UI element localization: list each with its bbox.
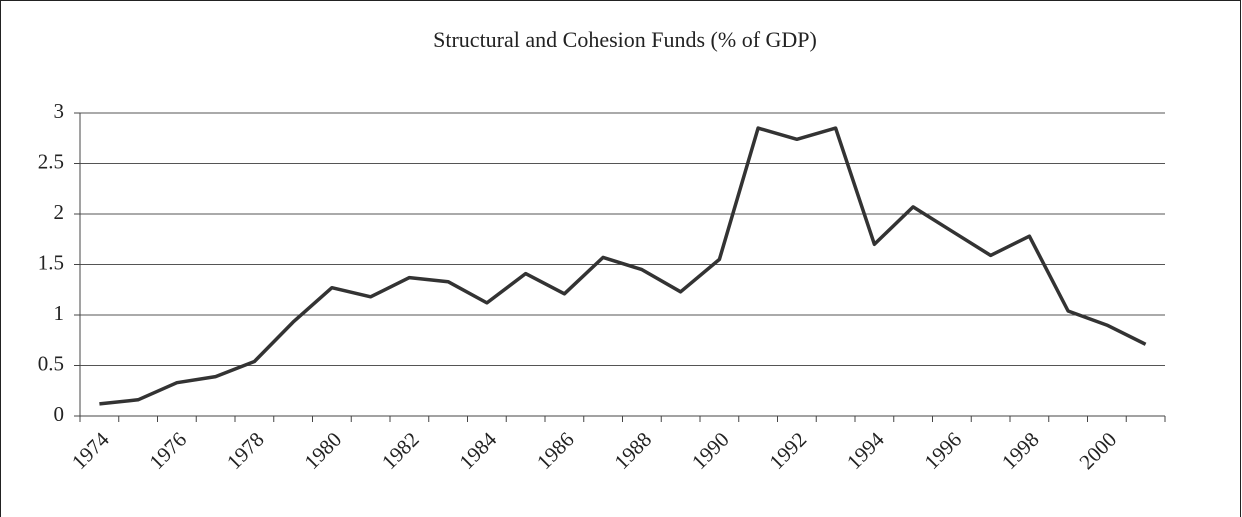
x-tick-label: 1990 (687, 427, 734, 474)
x-tick-label: 1974 (67, 427, 114, 474)
x-tick-label: 1998 (997, 427, 1044, 474)
y-tick-label: 2 (54, 200, 65, 224)
x-tick-label: 1980 (299, 427, 346, 474)
x-tick-label: 1992 (764, 427, 811, 474)
y-tick-label: 1.5 (38, 250, 64, 274)
x-tick-label: 1984 (454, 427, 501, 474)
x-tick-label: 1986 (532, 427, 579, 474)
x-tick-label: 1982 (377, 427, 424, 474)
data-line (99, 126, 1147, 406)
x-tick-label: 1996 (919, 427, 966, 474)
x-tick-label: 1994 (842, 427, 889, 474)
x-tick-label: 1976 (144, 427, 191, 474)
y-tick-label: 3 (54, 99, 65, 123)
chart-title: Structural and Cohesion Funds (% of GDP) (433, 27, 817, 52)
y-tick-label: 0 (54, 402, 65, 426)
y-tick-label: 1 (54, 301, 65, 325)
x-tick-label: 1988 (609, 427, 656, 474)
y-tick-label: 2.5 (38, 149, 64, 173)
x-tick-label: 1978 (222, 427, 269, 474)
x-tick-label: 2000 (1074, 427, 1121, 474)
y-tick-label: 0.5 (38, 351, 64, 375)
